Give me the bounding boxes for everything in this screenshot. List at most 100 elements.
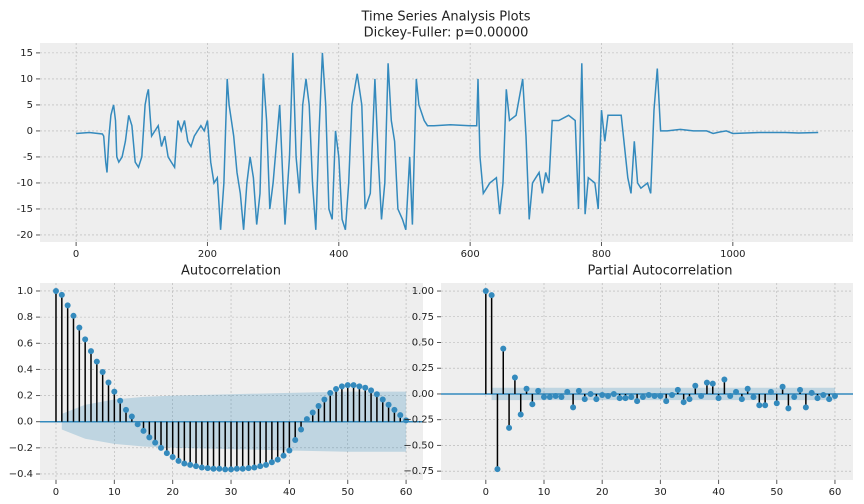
stem-marker [767,388,774,395]
stem-marker [82,336,89,343]
stem-marker [541,394,547,401]
stem-marker [175,457,182,464]
y-tick-label: −0.75 [403,466,434,477]
stem-marker [298,426,305,433]
stem-marker [622,395,629,402]
y-tick-label: 0.4 [17,364,33,375]
stem-marker [292,436,299,443]
stem-marker [111,388,118,395]
stem-marker [280,452,287,459]
stem-marker [808,389,815,396]
stem-marker [692,382,699,389]
y-tick-label: 1.0 [17,286,33,297]
stem-marker [373,391,380,398]
y-tick-label: −0.2 [9,443,33,454]
stem-marker [674,386,681,393]
stem-marker [599,391,606,398]
stem-marker [680,399,687,406]
x-tick-label: 0 [53,487,59,498]
stem-marker [152,439,159,446]
stem-marker [703,379,710,386]
stem-marker [204,465,211,472]
stem-marker [87,348,94,355]
x-tick-label: 40 [712,487,725,498]
stem-marker [187,461,194,468]
stem-marker [379,396,386,403]
stem-marker [117,397,124,404]
stem-marker [233,465,240,472]
stem-marker [570,404,577,411]
stem-marker [494,466,501,473]
stem-marker [309,409,316,416]
y-tick-label: 0.75 [412,312,434,323]
stem-marker [239,465,246,472]
y-tick-label: 5 [27,100,33,111]
stem-marker [721,376,728,383]
stem-marker [268,459,275,466]
stem-marker [517,411,524,418]
stem-marker [500,345,507,352]
y-tick-label: 15 [20,48,33,59]
stem-marker [756,402,763,409]
stem-marker [506,424,513,431]
stem-marker [303,416,310,423]
stem-marker [587,390,594,397]
stem-marker [333,386,340,393]
y-tick-label: −0.50 [403,440,434,451]
stem-marker [128,413,135,420]
stem-marker [820,391,827,398]
stem-marker [657,393,664,400]
stem-marker [715,395,722,402]
stem-marker [651,393,658,400]
series-line [76,52,819,231]
x-tick-label: 30 [654,487,667,498]
stem-marker [593,396,600,403]
x-tick-label: 1000 [720,249,745,260]
stem-marker [70,312,77,319]
stem-marker [362,384,369,391]
stem-marker [158,444,165,451]
y-tick-label: -5 [23,152,33,163]
stem-marker [797,386,804,393]
plot-area [441,283,853,480]
stem-marker [698,393,705,400]
stem-marker [628,394,635,401]
stem-marker [738,396,745,403]
stem-marker [321,396,328,403]
stem-marker [274,456,281,463]
stem-marker [344,382,351,389]
y-tick-label: 0.6 [17,338,33,349]
y-tick-label: 1.00 [412,286,434,297]
stem-marker [616,395,623,402]
stem-marker [686,396,693,403]
stem-marker [669,391,676,398]
y-tick-label: 0.25 [412,363,434,374]
x-tick-label: 800 [592,249,611,260]
x-tick-label: 10 [538,487,551,498]
y-tick-label: 0.2 [17,391,33,402]
y-tick-label: 0.50 [412,337,434,348]
stem-marker [605,393,612,400]
y-tick-label: -15 [17,204,33,215]
y-tick-label: −0.25 [403,415,434,426]
stem-marker [123,406,130,413]
stem-marker [523,385,530,392]
stem-marker [634,398,641,405]
stem-marker [257,463,264,470]
x-tick-label: 60 [829,487,842,498]
stem-marker [826,396,833,403]
stem-marker [350,382,357,389]
stem-marker [210,465,217,472]
y-tick-label: -20 [17,230,33,241]
stem-marker [251,464,258,471]
stem-marker [222,466,229,473]
stem-marker [727,393,734,400]
stem-marker [198,464,205,471]
stem-marker [610,390,617,397]
stem-marker [511,374,518,381]
stem-marker [391,406,398,413]
x-tick-label: 0 [483,487,489,498]
stem-marker [134,421,141,428]
stem-marker [105,379,112,386]
